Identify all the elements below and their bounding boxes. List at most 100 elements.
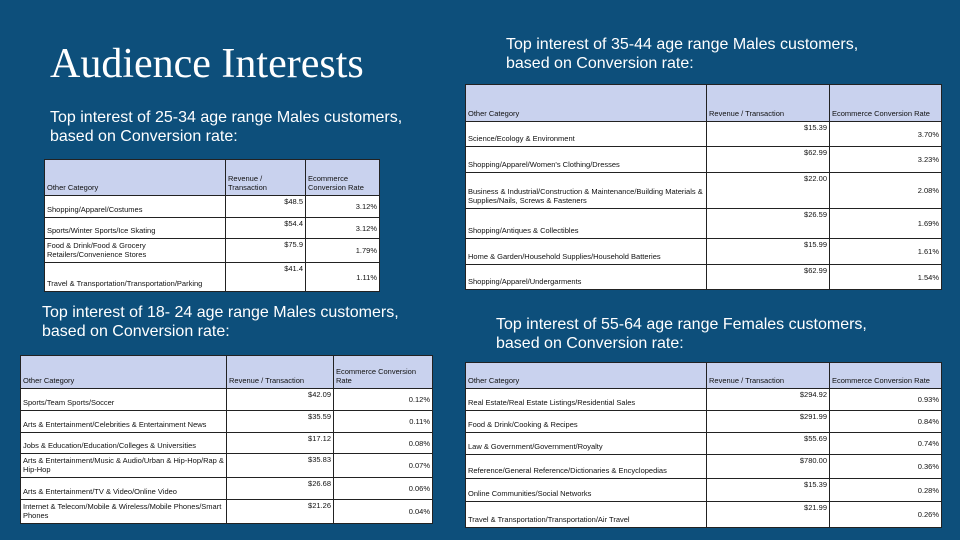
- table-cell: 0.26%: [829, 501, 942, 528]
- table-cell: $294.92: [706, 388, 830, 411]
- table-cell: 3.23%: [829, 146, 942, 173]
- table-row: Arts & Entertainment/Celebrities & Enter…: [20, 410, 433, 433]
- header-cell: Other Category: [44, 159, 226, 196]
- table-cell: $17.12: [226, 432, 334, 454]
- table-cell: 0.04%: [333, 499, 433, 524]
- header-row: Other Category Revenue / Transaction Ecomm…: [44, 159, 380, 196]
- header-cell: Revenue / Transaction: [225, 159, 306, 196]
- table-cell: 0.08%: [333, 432, 433, 454]
- table-cell: Sports/Winter Sports/Ice Skating: [44, 217, 226, 239]
- table-cell: 3.12%: [305, 217, 380, 239]
- table-cell: Home & Garden/Household Supplies/Househo…: [465, 238, 707, 265]
- table-cell: $35.83: [226, 453, 334, 478]
- section-heading: Top interest of 25-34 age range Males cu…: [50, 109, 403, 145]
- table-cell: Arts & Entertainment/TV & Video/Online V…: [20, 477, 227, 500]
- table-row: Reference/General Reference/Dictionaries…: [465, 454, 942, 479]
- table-cell: Shopping/Apparel/Undergarments: [465, 264, 707, 290]
- table-cell: 0.74%: [829, 432, 942, 455]
- table-cell: Shopping/Apparel/Costumes: [44, 195, 226, 218]
- table-cell: $48.5: [225, 195, 306, 218]
- table-row: Travel & Transportation/Transportation/A…: [465, 501, 942, 528]
- header-row: Other Category Revenue / Transaction Ecomm…: [465, 84, 942, 122]
- table-row: Home & Garden/Household Supplies/Househo…: [465, 238, 942, 265]
- table-cell: $26.59: [706, 208, 830, 239]
- table-cell: $22.00: [706, 172, 830, 209]
- table-cell: Sports/Team Sports/Soccer: [20, 388, 227, 411]
- table-cell: 0.11%: [333, 410, 433, 433]
- table-cell: $15.39: [706, 478, 830, 502]
- table-cell: 1.11%: [305, 262, 380, 292]
- table-row: Arts & Entertainment/TV & Video/Online V…: [20, 477, 433, 500]
- table-cell: 1.61%: [829, 238, 942, 265]
- table-row: Arts & Entertainment/Music & Audio/Urban…: [20, 453, 433, 478]
- header-row: Other Category Revenue / Transaction Ecomm…: [20, 355, 433, 389]
- header-cell: Ecommerce Conversion Rate: [829, 84, 942, 122]
- table-cell: Reference/General Reference/Dictionaries…: [465, 454, 707, 479]
- table-cell: $54.4: [225, 217, 306, 239]
- table-cell: $21.99: [706, 501, 830, 528]
- table-cell: 0.06%: [333, 477, 433, 500]
- table-cell: Arts & Entertainment/Music & Audio/Urban…: [20, 453, 227, 478]
- table-cell: 0.07%: [333, 453, 433, 478]
- table-row: Business & Industrial/Construction & Mai…: [465, 172, 942, 209]
- section-heading: Top interest of 18- 24 age range Males c…: [42, 304, 399, 340]
- table-row: Shopping/Antiques & Collectibles $26.59 1.…: [465, 208, 942, 239]
- table-cell: 0.28%: [829, 478, 942, 502]
- table-cell: 3.70%: [829, 121, 942, 147]
- section-heading: Top interest of 55-64 age range Females …: [496, 316, 867, 352]
- data-table: Other Category Revenue / Transaction Ecomm…: [465, 84, 942, 290]
- header-cell: Revenue / Transaction: [706, 84, 830, 122]
- table-cell: Travel & Transportation/Transportation/P…: [44, 262, 226, 292]
- table-cell: $291.99: [706, 410, 830, 433]
- table-cell: Internet & Telecom/Mobile & Wireless/Mob…: [20, 499, 227, 524]
- table-cell: $42.09: [226, 388, 334, 411]
- slide-title: Audience Interests: [50, 41, 364, 87]
- table-cell: Law & Government/Government/Royalty: [465, 432, 707, 455]
- table-cell: $55.69: [706, 432, 830, 455]
- table-cell: $15.99: [706, 238, 830, 265]
- table-cell: Shopping/Apparel/Women's Clothing/Dresse…: [465, 146, 707, 173]
- table-row: Science/Ecology & Environment $15.39 3.70%: [465, 121, 942, 147]
- table-cell: $62.99: [706, 146, 830, 173]
- table-cell: Online Communities/Social Networks: [465, 478, 707, 502]
- table-cell: $41.4: [225, 262, 306, 292]
- table-cell: $21.26: [226, 499, 334, 524]
- table-row: Jobs & Education/Education/Colleges & Un…: [20, 432, 433, 454]
- table-cell: Jobs & Education/Education/Colleges & Un…: [20, 432, 227, 454]
- table-row: Food & Drink/Cooking & Recipes $291.99 0.8…: [465, 410, 942, 433]
- header-cell: Other Category: [465, 84, 707, 122]
- header-cell: Revenue / Transaction: [226, 355, 334, 389]
- table-row: Sports/Winter Sports/Ice Skating $54.4 3.1…: [44, 217, 380, 239]
- table-row: Internet & Telecom/Mobile & Wireless/Mob…: [20, 499, 433, 524]
- table-cell: Real Estate/Real Estate Listings/Residen…: [465, 388, 707, 411]
- header-cell: Ecommerce Conversion Rate: [305, 159, 380, 196]
- table-cell: $75.9: [225, 238, 306, 263]
- table-row: Shopping/Apparel/Women's Clothing/Dresse…: [465, 146, 942, 173]
- table-cell: 0.84%: [829, 410, 942, 433]
- data-table: Other Category Revenue / Transaction Ecomm…: [465, 362, 942, 528]
- table-cell: Shopping/Antiques & Collectibles: [465, 208, 707, 239]
- table-cell: $62.99: [706, 264, 830, 290]
- table-cell: 0.12%: [333, 388, 433, 411]
- data-table: Other Category Revenue / Transaction Ecomm…: [20, 355, 433, 524]
- table-cell: 0.36%: [829, 454, 942, 479]
- table-cell: 2.08%: [829, 172, 942, 209]
- table-cell: Business & Industrial/Construction & Mai…: [465, 172, 707, 209]
- section-heading: Top interest of 35-44 age range Males cu…: [506, 36, 859, 72]
- table-cell: Travel & Transportation/Transportation/A…: [465, 501, 707, 528]
- header-cell: Other Category: [465, 362, 707, 389]
- table-cell: $15.39: [706, 121, 830, 147]
- table-row: Shopping/Apparel/Undergarments $62.99 1.54…: [465, 264, 942, 290]
- table-row: Law & Government/Government/Royalty $55.6…: [465, 432, 942, 455]
- table-cell: 1.69%: [829, 208, 942, 239]
- header-cell: Revenue / Transaction: [706, 362, 830, 389]
- table-cell: $26.68: [226, 477, 334, 500]
- table-row: Real Estate/Real Estate Listings/Residen…: [465, 388, 942, 411]
- table-cell: 1.79%: [305, 238, 380, 263]
- table-row: Online Communities/Social Networks $15.39…: [465, 478, 942, 502]
- table-cell: $780.00: [706, 454, 830, 479]
- table-cell: Food & Drink/Cooking & Recipes: [465, 410, 707, 433]
- table-row: Travel & Transportation/Transportation/P…: [44, 262, 380, 292]
- table-row: Sports/Team Sports/Soccer $42.09 0.12%: [20, 388, 433, 411]
